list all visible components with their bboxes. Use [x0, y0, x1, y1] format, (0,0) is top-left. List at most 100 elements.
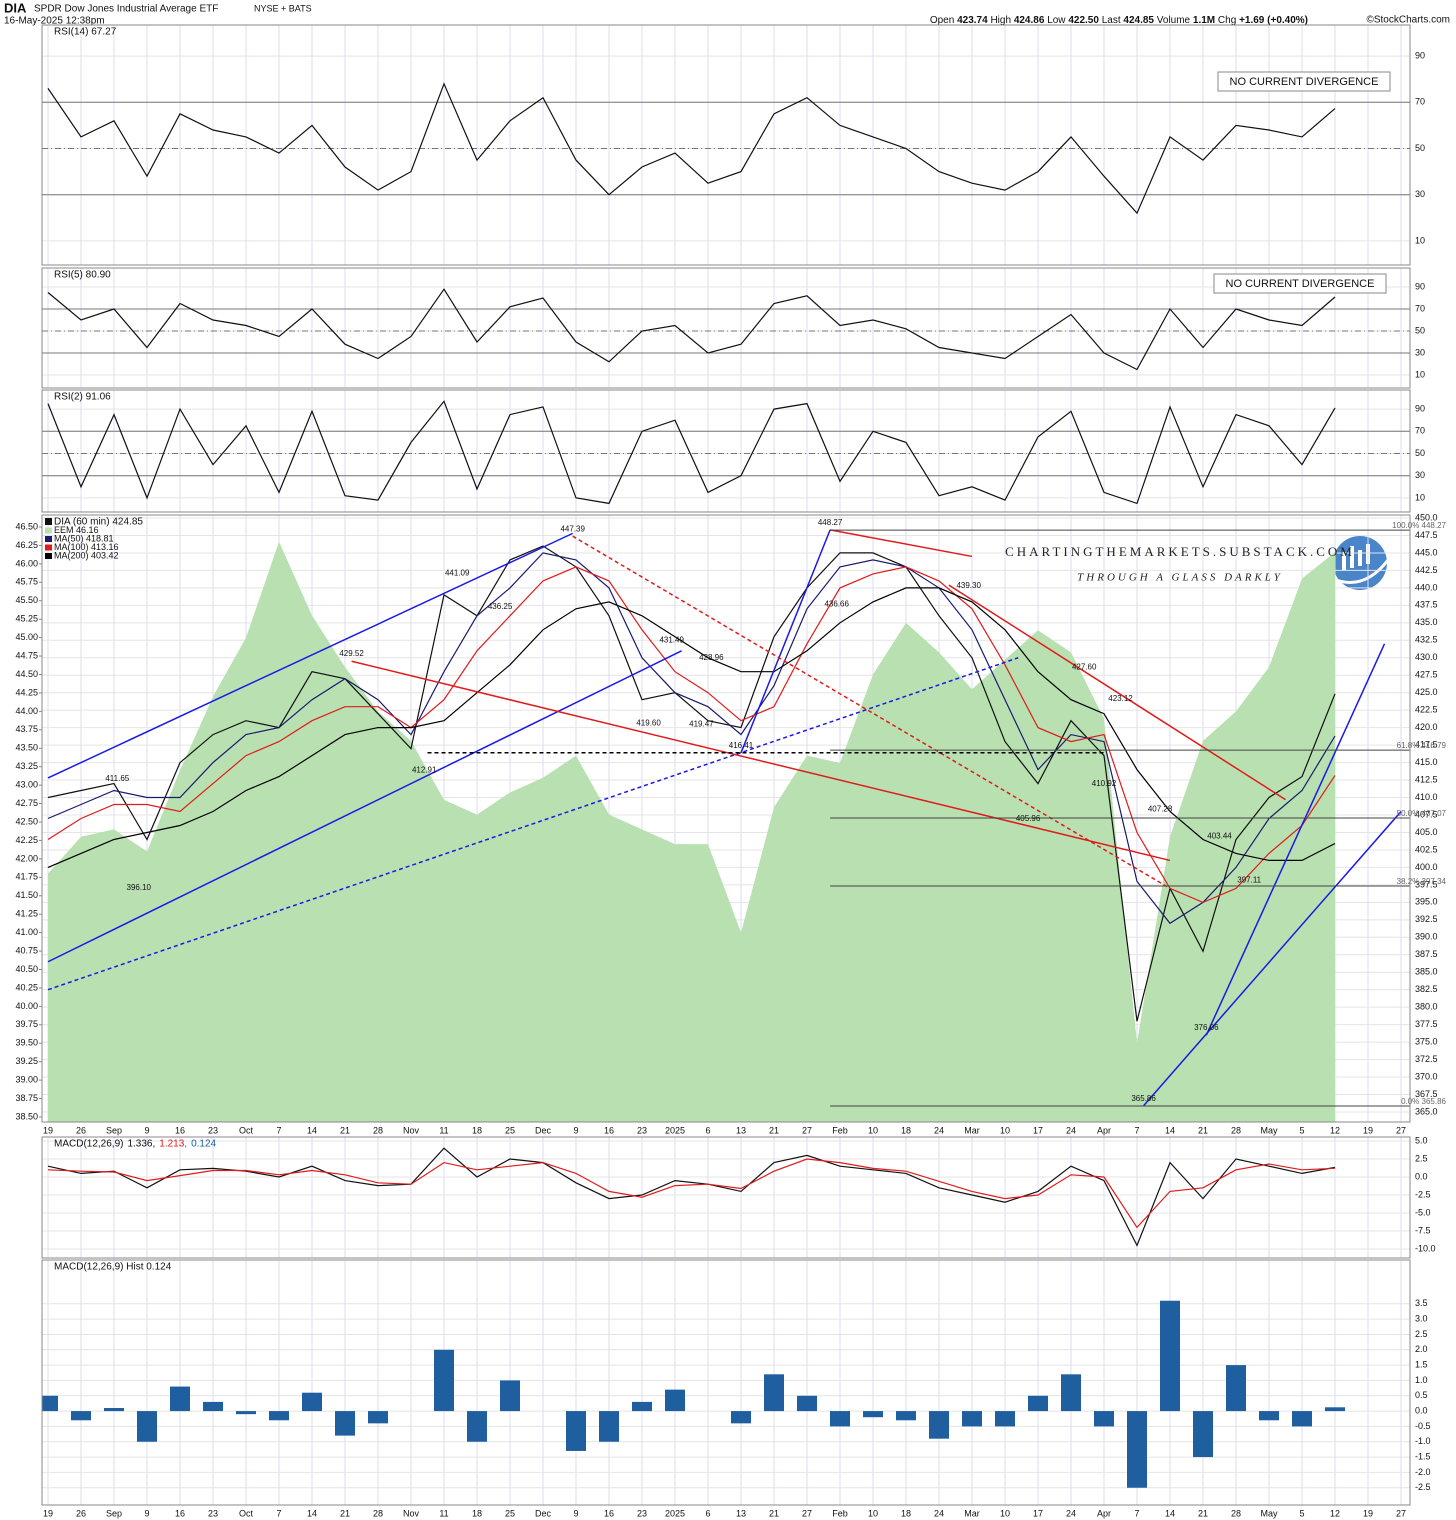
y2-tick-label: 45.50	[15, 595, 38, 605]
y-tick-label: 437.5	[1415, 600, 1438, 610]
price-annotation: 403.44	[1207, 831, 1232, 840]
price-annotation: 427.60	[1072, 663, 1097, 672]
price-annotation: 407.28	[1148, 805, 1173, 814]
y-tick-label: 390.0	[1415, 932, 1438, 942]
line	[47, 82, 1336, 215]
bar	[467, 1411, 487, 1442]
price-annotation: 410.92	[1092, 779, 1117, 788]
bar	[137, 1411, 157, 1442]
x-tick-label: 9	[144, 1508, 149, 1518]
y-tick-label: -2.5	[1415, 1189, 1431, 1199]
x-tick-label: 27	[802, 1125, 812, 1135]
bar	[1160, 1300, 1180, 1412]
quote-value: 424.85	[1123, 15, 1154, 26]
bar	[1292, 1411, 1312, 1427]
x-tick-label: Feb	[832, 1125, 848, 1135]
y-tick-label: 407.5	[1415, 809, 1438, 819]
x-tick-label: 24	[1066, 1125, 1076, 1135]
x-tick-label: 12	[1330, 1508, 1340, 1518]
quote-value: 424.86	[1014, 15, 1045, 26]
y-tick-label: 30	[1415, 347, 1425, 357]
trendline	[47, 532, 574, 779]
y-tick-label: 415.0	[1415, 757, 1438, 767]
panel-title: RSI(14) 67.27	[54, 27, 117, 38]
y-tick-label: 1.0	[1415, 1375, 1428, 1385]
bar	[929, 1411, 949, 1439]
trendline	[572, 535, 1171, 890]
fib-label: 0.0% 365.86	[1401, 1097, 1446, 1106]
y2-tick-label: 42.50	[15, 816, 38, 826]
y2-tick-label: 45.25	[15, 614, 38, 624]
price-annotation: 439.30	[956, 581, 981, 590]
y-tick-label: 1.5	[1415, 1359, 1428, 1369]
bar	[863, 1411, 883, 1418]
x-tick-label: 27	[802, 1508, 812, 1518]
legend-swatch	[45, 544, 52, 551]
y-tick-label: 412.5	[1415, 774, 1438, 784]
x-tick-label: 13	[736, 1125, 746, 1135]
x-tick-label: 5	[1299, 1508, 1304, 1518]
y-tick-label: -1.5	[1415, 1451, 1431, 1461]
y-tick-label: 420.0	[1415, 722, 1438, 732]
x-tick-label: 21	[1198, 1125, 1208, 1135]
trendline	[351, 660, 1171, 862]
bar	[42, 1395, 58, 1412]
bar	[566, 1411, 586, 1451]
x-tick-label: 18	[901, 1125, 911, 1135]
plot-area	[42, 286, 1410, 376]
bar	[434, 1349, 454, 1412]
panel-title: DIA (60 min) 424.85	[54, 517, 143, 528]
y2-tick-label: 44.75	[15, 650, 38, 660]
y2-tick-label: 38.75	[15, 1093, 38, 1103]
x-tick-label: 21	[1198, 1508, 1208, 1518]
y2-tick-label: 46.00	[15, 558, 38, 568]
plot-area	[42, 517, 1410, 1122]
x-tick-label: 14	[307, 1508, 317, 1518]
bar	[302, 1392, 322, 1412]
line	[47, 587, 1336, 868]
bar	[71, 1411, 91, 1421]
y-tick-label: 425.0	[1415, 687, 1438, 697]
x-tick-label: Dec	[535, 1508, 552, 1518]
y-tick-label: 2.0	[1415, 1344, 1428, 1354]
y2-tick-label: 39.50	[15, 1038, 38, 1048]
price-annotation: 376.06	[1194, 1023, 1219, 1032]
y2-tick-label: 44.25	[15, 687, 38, 697]
x-tick-label: 26	[76, 1508, 86, 1518]
panel-frame	[41, 267, 1411, 389]
x-tick-label: 21	[340, 1508, 350, 1518]
x-tick-label: 16	[604, 1508, 614, 1518]
y2-tick-label: 40.50	[15, 964, 38, 974]
x-tick-label: 13	[736, 1508, 746, 1518]
x-tick-label: 6	[705, 1125, 710, 1135]
trendline	[47, 650, 682, 963]
x-tick-label: 9	[573, 1125, 578, 1135]
quote-value: 423.74	[957, 15, 988, 26]
y2-tick-label: 45.00	[15, 632, 38, 642]
x-tick-label: 19	[1363, 1125, 1373, 1135]
y2-tick-label: 44.00	[15, 706, 38, 716]
price-annotation: 431.49	[659, 635, 684, 644]
x-tick-label: Sep	[106, 1125, 122, 1135]
y2-tick-label: 43.00	[15, 780, 38, 790]
price-annotation: 428.96	[699, 653, 724, 662]
bar	[368, 1411, 388, 1424]
y-tick-label: 440.0	[1415, 582, 1438, 592]
y-tick-label: 3.5	[1415, 1298, 1428, 1308]
bar	[236, 1411, 256, 1415]
y2-tick-label: 39.75	[15, 1019, 38, 1029]
y-tick-label: 375.0	[1415, 1036, 1438, 1046]
price-annotation: 416.41	[729, 741, 754, 750]
panel-frame	[41, 389, 1411, 513]
y-tick-label: 445.0	[1415, 547, 1438, 557]
quote-label: Last	[1102, 15, 1121, 26]
y-tick-label: 372.5	[1415, 1054, 1438, 1064]
x-tick-label: Dec	[535, 1125, 552, 1135]
y2-tick-label: 46.50	[15, 521, 38, 531]
bar	[203, 1401, 223, 1412]
quote-label: Low	[1047, 15, 1066, 26]
x-tick-label: 27	[1396, 1125, 1406, 1135]
x-tick-label: 23	[637, 1508, 647, 1518]
y-tick-label: 387.5	[1415, 949, 1438, 959]
line	[47, 545, 1336, 1022]
